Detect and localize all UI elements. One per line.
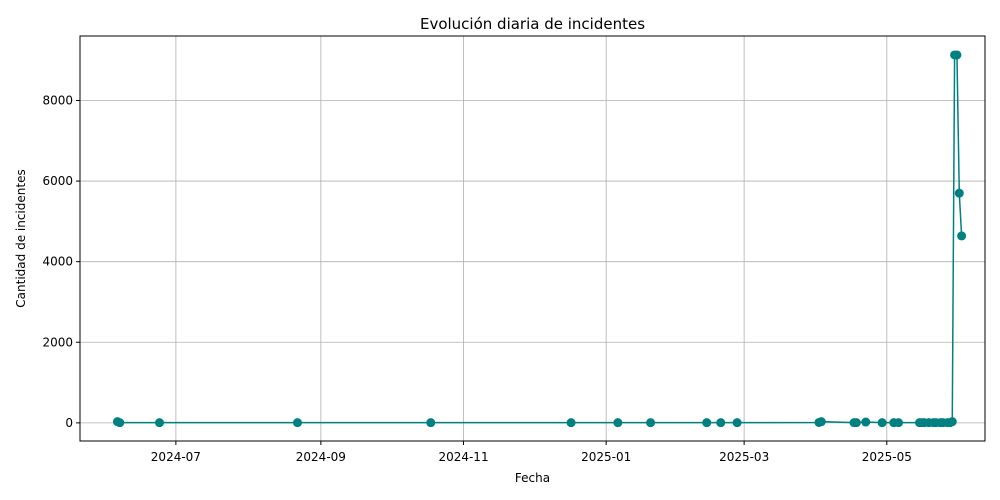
data-point — [893, 418, 903, 428]
data-point — [952, 50, 962, 60]
data-point — [646, 418, 656, 428]
data-point — [877, 418, 887, 428]
data-point — [957, 231, 967, 241]
data-point — [851, 418, 861, 428]
y-tick-label: 6000 — [42, 174, 73, 188]
x-tick-label: 2025-01 — [581, 450, 631, 464]
data-point — [861, 417, 871, 427]
data-series — [112, 50, 967, 428]
x-tick-label: 2025-05 — [862, 450, 912, 464]
y-tick-label: 8000 — [42, 93, 73, 107]
data-point — [716, 418, 726, 428]
data-point — [155, 418, 165, 428]
y-axis: 0 2000 4000 6000 8000 — [42, 93, 80, 430]
y-tick-label: 2000 — [42, 335, 73, 349]
y-tick-label: 4000 — [42, 255, 73, 269]
x-tick-label: 2024-07 — [151, 450, 201, 464]
y-axis-title: Cantidad de incidentes — [14, 169, 28, 307]
data-point — [947, 417, 957, 427]
data-point — [292, 418, 302, 428]
plot-frame — [79, 35, 986, 442]
data-point — [115, 418, 125, 428]
y-tick-label: 0 — [65, 416, 73, 430]
data-point — [954, 188, 964, 198]
chart-title: Evolución diaria de incidentes — [420, 15, 645, 33]
data-point — [613, 418, 623, 428]
x-axis-title: Fecha — [515, 471, 550, 485]
x-tick-label: 2024-11 — [438, 450, 488, 464]
data-point — [816, 417, 826, 427]
x-tick-label: 2024-09 — [296, 450, 346, 464]
x-axis: 2024-07 2024-09 2024-11 2025-01 2025-03 2025-… — [151, 441, 912, 464]
data-point — [566, 418, 576, 428]
x-tick-label: 2025-03 — [719, 450, 769, 464]
data-point — [426, 418, 436, 428]
data-point — [732, 418, 742, 428]
data-point — [702, 418, 712, 428]
